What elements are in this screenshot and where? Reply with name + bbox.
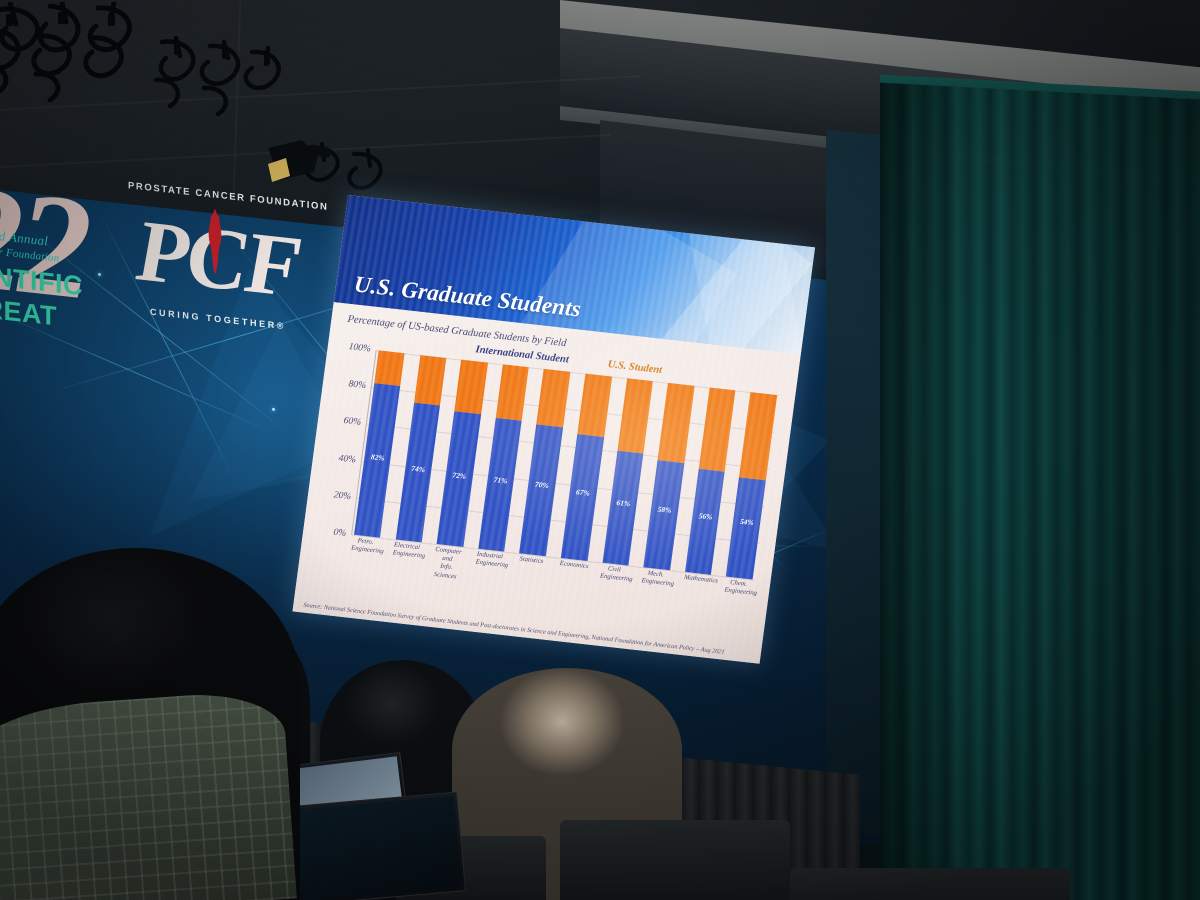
bar-group[interactable]: 61% — [602, 378, 654, 566]
bar-value-label: 70% — [534, 479, 550, 491]
y-tick-40: 40% — [338, 453, 357, 466]
conference-chair — [560, 820, 790, 900]
curtain-shading — [880, 82, 1200, 900]
bar-group[interactable]: 67% — [560, 373, 612, 561]
bar-segment-international-student[interactable]: 74% — [395, 402, 440, 543]
y-tick-0: 0% — [332, 527, 347, 539]
bar-value-label: 67% — [575, 487, 591, 498]
bar-value-label: 74% — [410, 464, 426, 475]
x-axis-category-label: Chem. Engineering — [723, 579, 758, 598]
bar-segment-us-student[interactable] — [698, 387, 736, 472]
bar-group[interactable]: 70% — [519, 368, 571, 557]
bar-group[interactable]: 58% — [643, 382, 695, 571]
pcf-logo: PROSTATE CANCER FOUNDATION PCF CURING TO… — [128, 180, 328, 375]
y-tick-80: 80% — [347, 379, 367, 392]
bar-segment-us-student[interactable] — [413, 355, 447, 406]
bar-segment-international-student[interactable]: 67% — [560, 434, 604, 561]
bar-segment-international-student[interactable]: 54% — [726, 476, 766, 580]
x-axis-category-label: Mathematics — [683, 573, 719, 585]
bar-segment-us-student[interactable] — [657, 382, 695, 464]
bar-segment-international-student[interactable]: 70% — [519, 424, 564, 557]
y-tick-100: 100% — [348, 342, 372, 355]
chandelier-icon — [153, 36, 281, 117]
conference-chair — [790, 868, 1070, 900]
bar-group[interactable]: 72% — [436, 359, 488, 548]
bar-segment-us-student[interactable] — [536, 368, 571, 428]
x-axis-category-label: Electrical Engineering — [392, 541, 426, 561]
event-branding-left: 22 Thirty-Second Annual Prostate Cancer … — [0, 153, 148, 393]
bar-segment-us-student[interactable] — [454, 359, 488, 415]
bar-group[interactable]: 54% — [726, 392, 778, 580]
bar-value-label: 71% — [493, 475, 509, 486]
bar-segment-us-student[interactable] — [495, 364, 530, 421]
x-axis-category-label: Civil Engineering — [599, 565, 633, 584]
x-axis-category-label: Economics — [559, 559, 589, 571]
bar-value-label: 58% — [657, 504, 672, 516]
y-tick-60: 60% — [342, 416, 362, 429]
x-axis-category-label: Computer and Info. Sciences — [433, 545, 463, 581]
bar-value-label: 72% — [451, 470, 467, 481]
y-tick-20: 20% — [333, 490, 352, 502]
legend-us-student: U.S. Student — [607, 359, 663, 377]
chandelier-icon — [0, 2, 132, 103]
slide-body: Percentage of US-based Graduate Students… — [292, 302, 801, 664]
bar-group[interactable]: 74% — [395, 355, 447, 543]
bar-value-label: 82% — [370, 452, 386, 463]
bar-group[interactable]: 71% — [478, 364, 530, 552]
stacked-bar-chart: 100% 80% 60% 40% 20% 0% 82% 74% 72% 71% 70% 6… — [311, 342, 781, 612]
bar-value-label: 56% — [698, 510, 714, 522]
presentation-slide: U.S. Graduate Students Percentage of US-… — [292, 195, 816, 664]
retreat-title-block: Thirty-Second Annual Prostate Cancer Fou… — [0, 220, 128, 338]
bar-segment-us-student[interactable] — [577, 373, 612, 438]
x-axis-category-label: Statistics — [519, 555, 544, 566]
bar-segment-international-student[interactable]: 58% — [643, 460, 685, 571]
bar-segment-international-student[interactable]: 56% — [684, 468, 725, 575]
stage-light-icon — [268, 140, 331, 182]
x-axis-category-label: Industrial Engineering — [475, 550, 509, 570]
bar-segment-us-student[interactable] — [617, 378, 654, 454]
bar-segment-international-student[interactable]: 61% — [602, 450, 644, 566]
bar-segment-us-student[interactable] — [739, 392, 778, 480]
bar-value-label: 61% — [616, 497, 631, 508]
pcf-flame-icon — [208, 208, 222, 275]
bar-segment-us-student[interactable] — [374, 350, 405, 387]
bar-group[interactable]: 56% — [684, 387, 736, 575]
bar-value-label: 54% — [739, 517, 755, 528]
x-axis-category-label: Mech. Engineering — [641, 569, 675, 588]
network-node — [272, 407, 275, 412]
audience-member-plaid-shirt — [0, 688, 297, 900]
x-axis-category-label: Petro. Engineering — [350, 537, 385, 556]
